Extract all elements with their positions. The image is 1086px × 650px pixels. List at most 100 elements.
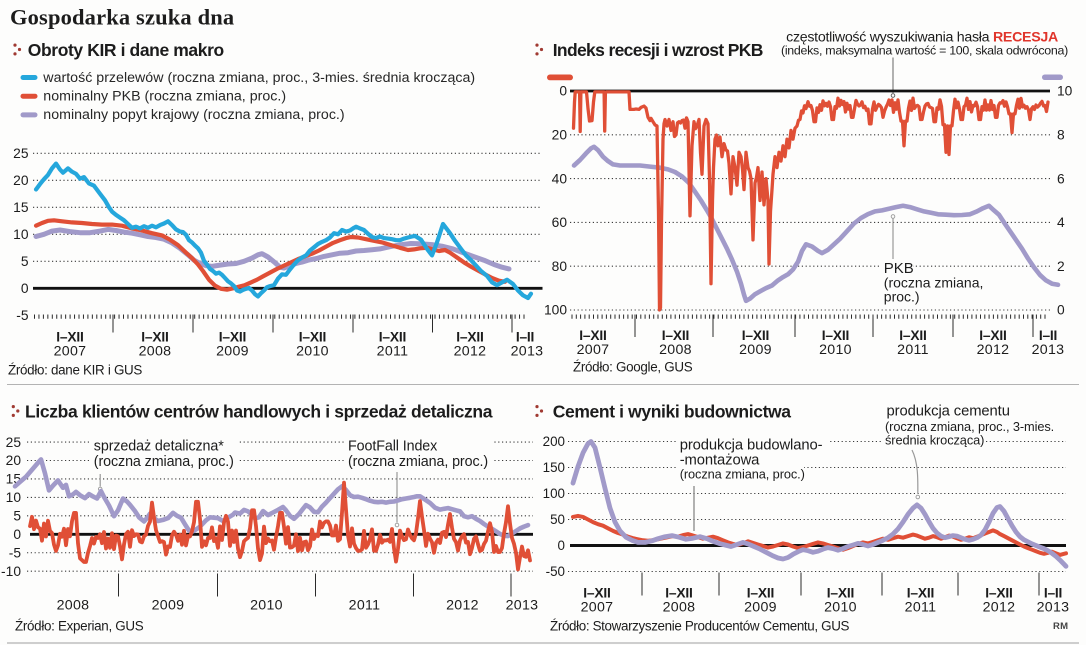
svg-text:I–XII: I–XII <box>979 328 1006 343</box>
svg-text:2008: 2008 <box>659 342 692 358</box>
svg-text:20: 20 <box>13 173 29 188</box>
svg-text:Źródło: Experian, GUS: Źródło: Experian, GUS <box>15 619 144 634</box>
svg-text:Źródło: Stowarzyszenie Produce: Źródło: Stowarzyszenie Producentów Cemen… <box>550 619 850 634</box>
svg-text:0: 0 <box>559 84 567 99</box>
svg-text:20: 20 <box>6 453 22 468</box>
svg-text:PKB: PKB <box>884 260 914 277</box>
svg-text:Źródło: Google, GUS: Źródło: Google, GUS <box>573 360 693 375</box>
svg-text:2011: 2011 <box>905 600 937 616</box>
svg-text:I–XII: I–XII <box>747 586 774 601</box>
svg-text:Indeks recesji i wzrost PKB: Indeks recesji i wzrost PKB <box>553 40 763 60</box>
svg-text:2007: 2007 <box>581 600 614 616</box>
svg-text:I–XII: I–XII <box>899 328 926 343</box>
svg-text:2013: 2013 <box>506 598 539 614</box>
svg-text:10: 10 <box>6 490 22 505</box>
svg-text:2: 2 <box>1057 259 1065 274</box>
svg-text:-5: -5 <box>16 308 29 323</box>
svg-text:2012: 2012 <box>977 342 1010 358</box>
svg-text:4: 4 <box>1057 215 1065 230</box>
svg-text:2010: 2010 <box>250 598 283 614</box>
svg-text:6: 6 <box>1057 171 1065 186</box>
svg-text:2012: 2012 <box>446 598 479 614</box>
svg-text:(roczna zmiana, proc.): (roczna zmiana, proc.) <box>680 467 805 482</box>
svg-text:2008: 2008 <box>57 598 90 614</box>
svg-text:częstotliwość wyszukiwania has: częstotliwość wyszukiwania hasła RECESJA <box>786 30 1058 46</box>
svg-text:2009: 2009 <box>739 342 772 358</box>
svg-text:produkcja budowlano-: produkcja budowlano- <box>680 438 823 454</box>
svg-text:2013: 2013 <box>1037 600 1070 616</box>
svg-text:2012: 2012 <box>983 600 1016 616</box>
svg-text:nominalny popyt krajowy (roczn: nominalny popyt krajowy (roczna zmiana, … <box>43 107 344 123</box>
svg-text:2007: 2007 <box>54 344 87 360</box>
svg-text:0: 0 <box>21 281 29 296</box>
svg-text:I–XII: I–XII <box>662 328 689 343</box>
svg-text:80: 80 <box>552 259 568 274</box>
svg-text:średnia krocząca): średnia krocząca) <box>885 433 984 448</box>
svg-text:2009: 2009 <box>216 344 249 360</box>
svg-text:20: 20 <box>552 128 568 143</box>
svg-text:2011: 2011 <box>377 344 409 360</box>
svg-text:2012: 2012 <box>454 344 487 360</box>
svg-text:I–XII: I–XII <box>141 330 168 345</box>
svg-text:2013: 2013 <box>1032 342 1065 358</box>
svg-text:I–XII: I–XII <box>579 328 606 343</box>
svg-text:I–XII: I–XII <box>219 330 246 345</box>
svg-text:2008: 2008 <box>663 600 696 616</box>
svg-text:2011: 2011 <box>349 598 381 614</box>
svg-text:0: 0 <box>558 538 565 553</box>
svg-text:(roczna zmiana, proc., 3-mies.: (roczna zmiana, proc., 3-mies. <box>885 419 1054 434</box>
svg-text:Obroty KIR i dane makro: Obroty KIR i dane makro <box>28 40 224 60</box>
svg-text:I–XII: I–XII <box>907 586 934 601</box>
svg-text:2011: 2011 <box>897 342 929 358</box>
svg-text:8: 8 <box>1057 128 1065 143</box>
svg-text:I–II: I–II <box>1039 328 1057 343</box>
svg-text:proc.): proc.) <box>884 289 920 305</box>
svg-text:150: 150 <box>543 460 565 475</box>
svg-text:25: 25 <box>13 146 29 161</box>
svg-text:-10: -10 <box>1 564 21 579</box>
svg-text:2013: 2013 <box>511 344 544 360</box>
svg-text:(roczna zmiana, proc.): (roczna zmiana, proc.) <box>94 454 234 470</box>
svg-text:25: 25 <box>6 435 22 450</box>
svg-text:(indeks, maksymalna wartość =: (indeks, maksymalna wartość = 100, skala… <box>781 44 1068 58</box>
svg-text:I–XII: I–XII <box>742 328 769 343</box>
svg-text:(roczna zmiana, proc.): (roczna zmiana, proc.) <box>348 454 488 470</box>
svg-text:I–XII: I–XII <box>665 586 692 601</box>
svg-text:sprzedaż detaliczna*: sprzedaż detaliczna* <box>94 439 224 455</box>
svg-text:15: 15 <box>13 200 29 215</box>
svg-text:I–XII: I–XII <box>827 586 854 601</box>
svg-text:RM: RM <box>1053 621 1068 632</box>
svg-text:I–II: I–II <box>516 330 534 345</box>
svg-text:100: 100 <box>544 303 567 318</box>
svg-text:2008: 2008 <box>139 344 172 360</box>
svg-text:0: 0 <box>13 527 21 542</box>
svg-text:100: 100 <box>543 486 565 501</box>
svg-text:2009: 2009 <box>152 598 185 614</box>
svg-text:I–XII: I–XII <box>299 330 326 345</box>
svg-text:200: 200 <box>543 434 565 449</box>
svg-text:I–XII: I–XII <box>985 586 1012 601</box>
svg-text:produkcja cementu: produkcja cementu <box>887 404 1010 420</box>
svg-text:40: 40 <box>552 171 568 186</box>
svg-text:50: 50 <box>550 512 565 527</box>
svg-text:Źródło: dane KIR i GUS: Źródło: dane KIR i GUS <box>8 363 142 378</box>
svg-text:I–XII: I–XII <box>583 586 610 601</box>
svg-text:5: 5 <box>13 509 21 524</box>
svg-text:(roczna zmiana,: (roczna zmiana, <box>884 275 984 291</box>
svg-text:I–II: I–II <box>1044 586 1062 601</box>
svg-text:-50: -50 <box>546 564 565 579</box>
svg-text:5: 5 <box>21 254 29 269</box>
svg-text:nominalny PKB (roczna zmiana,: nominalny PKB (roczna zmiana, proc.) <box>43 89 286 105</box>
svg-text:10: 10 <box>1057 84 1073 99</box>
svg-text:wartość przelewów (roczna zmia: wartość przelewów (roczna zmiana, proc.,… <box>42 70 475 86</box>
svg-text:10: 10 <box>13 227 29 242</box>
svg-text:60: 60 <box>552 215 568 230</box>
svg-text:2010: 2010 <box>296 344 329 360</box>
svg-text:I–XII: I–XII <box>456 330 483 345</box>
svg-text:Gospodarka szuka dna: Gospodarka szuka dna <box>10 5 234 30</box>
svg-text:2010: 2010 <box>819 342 852 358</box>
svg-text:I–XII: I–XII <box>822 328 849 343</box>
svg-text:-5: -5 <box>9 545 22 560</box>
svg-text:-montażowa: -montażowa <box>680 453 760 469</box>
svg-text:I–XII: I–XII <box>56 330 83 345</box>
